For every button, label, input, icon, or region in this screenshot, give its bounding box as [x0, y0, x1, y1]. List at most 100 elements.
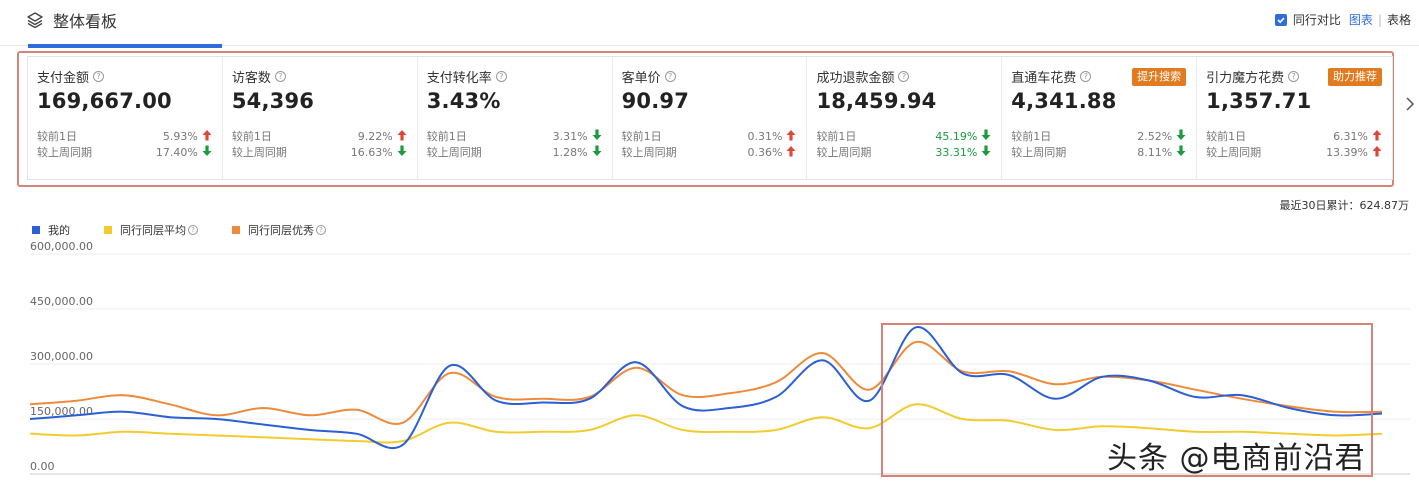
layers-icon: [27, 12, 43, 29]
compare-last-week: 较上周同期 8.11%: [1011, 144, 1186, 160]
compare-label: 较前1日: [1011, 130, 1052, 143]
view-table-link[interactable]: 表格: [1386, 13, 1411, 27]
metric-card[interactable]: 成功退款金额? 18,459.94 较前1日 45.19% 较上周同期 33.31%: [807, 57, 1003, 179]
metric-card[interactable]: 直通车花费? 提升搜索 4,341.88 较前1日 2.52% 较上周同期 8.11%: [1002, 57, 1198, 179]
metric-label: 支付金额: [37, 70, 90, 86]
compare-label: 较上周同期: [1011, 146, 1067, 159]
metric-value: 18,459.94: [816, 89, 937, 113]
compare-last-week: 较上周同期 13.39%: [1206, 144, 1382, 160]
metric-value: 3.43%: [426, 89, 501, 113]
promo-badge-button[interactable]: 助力推荐: [1328, 68, 1383, 86]
arrow-up-icon: [1372, 129, 1382, 144]
series-line-1[interactable]: [29, 403, 1383, 444]
compare-label: 较上周同期: [231, 146, 287, 159]
arrow-down-icon: [202, 145, 212, 160]
promo-badge-button[interactable]: 提升搜索: [1132, 68, 1187, 86]
compare-prev-day: 较前1日 0.31%: [622, 128, 797, 144]
metric-label: 引力魔方花费: [1206, 70, 1285, 86]
compare-label: 较前1日: [37, 130, 77, 143]
question-circle-icon[interactable]: ?: [274, 70, 286, 82]
metric-card[interactable]: 支付金额? 169,667.00 较前1日 5.93% 较上周同期 17.40%: [28, 57, 223, 179]
compare-value: 5.93%: [162, 129, 198, 143]
compare-value: 9.22%: [357, 129, 393, 143]
arrow-up-icon: [202, 129, 212, 144]
question-circle-icon[interactable]: ?: [664, 70, 676, 82]
compare-last-week: 较上周同期 1.28%: [427, 144, 602, 160]
compare-prev-day: 较前1日 5.93%: [37, 128, 212, 144]
question-circle-icon[interactable]: ?: [495, 70, 507, 82]
metric-label: 成功退款金额: [816, 70, 895, 86]
y-tick-label: 300,000.00: [30, 350, 93, 363]
compare-value: 17.40%: [155, 145, 198, 159]
compare-label: 较前1日: [231, 130, 272, 143]
metric-label-row: 直通车花费?: [1011, 67, 1186, 86]
metric-value: 90.97: [621, 89, 690, 113]
y-tick-label: 0.00: [30, 460, 55, 473]
metric-label: 支付转化率: [426, 70, 492, 86]
active-tab-indicator: [28, 44, 222, 48]
y-tick-label: 450,000.00: [30, 295, 93, 308]
metric-label-row: 支付金额?: [37, 67, 212, 86]
arrow-down-icon: [1176, 129, 1186, 144]
metric-card[interactable]: 支付转化率? 3.43% 较前1日 3.31% 较上周同期 1.28%: [418, 57, 613, 179]
question-circle-icon[interactable]: ?: [1288, 70, 1300, 82]
compare-value: 0.36%: [747, 145, 783, 159]
legend-label: 同行同层平均: [120, 224, 186, 237]
page-header: 整体看板 同行对比 图表 | 表格: [0, 0, 1419, 48]
arrow-up-icon: [786, 145, 796, 160]
compare-label[interactable]: 同行对比: [1292, 13, 1341, 27]
metric-label-row: 支付转化率?: [426, 67, 602, 86]
y-tick-label: 600,000.00: [30, 240, 93, 253]
metric-label-row: 客单价?: [622, 67, 797, 86]
compare-value: 0.31%: [747, 129, 783, 143]
title-wrap: 整体看板: [26, 8, 117, 32]
compare-label: 较上周同期: [426, 146, 482, 159]
legend-item[interactable]: 同行同层平均?: [104, 222, 198, 238]
metrics-row: 支付金额? 169,667.00 较前1日 5.93% 较上周同期 17.40% 访客数? 5…: [27, 56, 1393, 180]
legend-item[interactable]: 我的: [32, 222, 70, 238]
compare-value: 6.31%: [1333, 129, 1369, 143]
compare-value: 45.19%: [935, 129, 978, 143]
compare-value: 33.31%: [935, 145, 978, 159]
check-icon: [1277, 16, 1285, 23]
question-circle-icon[interactable]: ?: [898, 70, 910, 82]
compare-label: 较上周同期: [621, 146, 677, 159]
compare-last-week: 较上周同期 17.40%: [37, 144, 212, 160]
view-chart-link[interactable]: 图表: [1348, 13, 1373, 27]
question-circle-icon[interactable]: ?: [93, 70, 105, 82]
compare-label: 较上周同期: [1206, 146, 1262, 159]
total-summary: 最近30日累计：624.87万: [1279, 199, 1410, 212]
legend-label: 同行同层优秀: [248, 224, 314, 237]
arrow-up-icon: [786, 129, 796, 144]
arrow-down-icon: [1176, 145, 1186, 160]
metric-value: 1,357.71: [1206, 89, 1312, 113]
compare-prev-day: 较前1日 6.31%: [1206, 128, 1382, 144]
compare-value: 16.63%: [350, 145, 393, 159]
compare-value: 8.11%: [1137, 145, 1173, 159]
metric-card[interactable]: 引力魔方花费? 助力推荐 1,357.71 较前1日 6.31% 较上周同期 13.39%: [1197, 57, 1392, 179]
chart-highlight-box: [881, 323, 1373, 477]
arrow-down-icon: [981, 129, 991, 144]
compare-label: 较前1日: [816, 130, 857, 143]
series-line-0[interactable]: [29, 326, 1383, 450]
metric-card[interactable]: 访客数? 54,396 较前1日 9.22% 较上周同期 16.63%: [223, 57, 418, 179]
metrics-highlight-box: [17, 51, 1394, 187]
question-circle-icon[interactable]: ?: [316, 225, 326, 235]
chevron-right-icon[interactable]: [1405, 96, 1415, 112]
legend-swatch: [104, 226, 112, 234]
compare-label: 较前1日: [426, 130, 467, 143]
watermark: 头条 @电商前沿君: [1107, 441, 1366, 476]
compare-prev-day: 较前1日 2.52%: [1011, 128, 1186, 144]
compare-checkbox[interactable]: [1274, 13, 1287, 26]
compare-last-week: 较上周同期 16.63%: [232, 144, 407, 160]
arrow-down-icon: [981, 145, 991, 160]
metric-card[interactable]: 客单价? 90.97 较前1日 0.31% 较上周同期 0.36%: [613, 57, 808, 179]
metric-label: 访客数: [231, 70, 271, 86]
compare-value: 13.39%: [1326, 145, 1369, 159]
compare-prev-day: 较前1日 9.22%: [232, 128, 407, 144]
compare-label: 较前1日: [1206, 130, 1247, 143]
question-circle-icon[interactable]: ?: [1080, 70, 1092, 82]
question-circle-icon[interactable]: ?: [188, 225, 198, 235]
compare-prev-day: 较前1日 3.31%: [427, 128, 602, 144]
legend-item[interactable]: 同行同层优秀?: [232, 222, 326, 238]
